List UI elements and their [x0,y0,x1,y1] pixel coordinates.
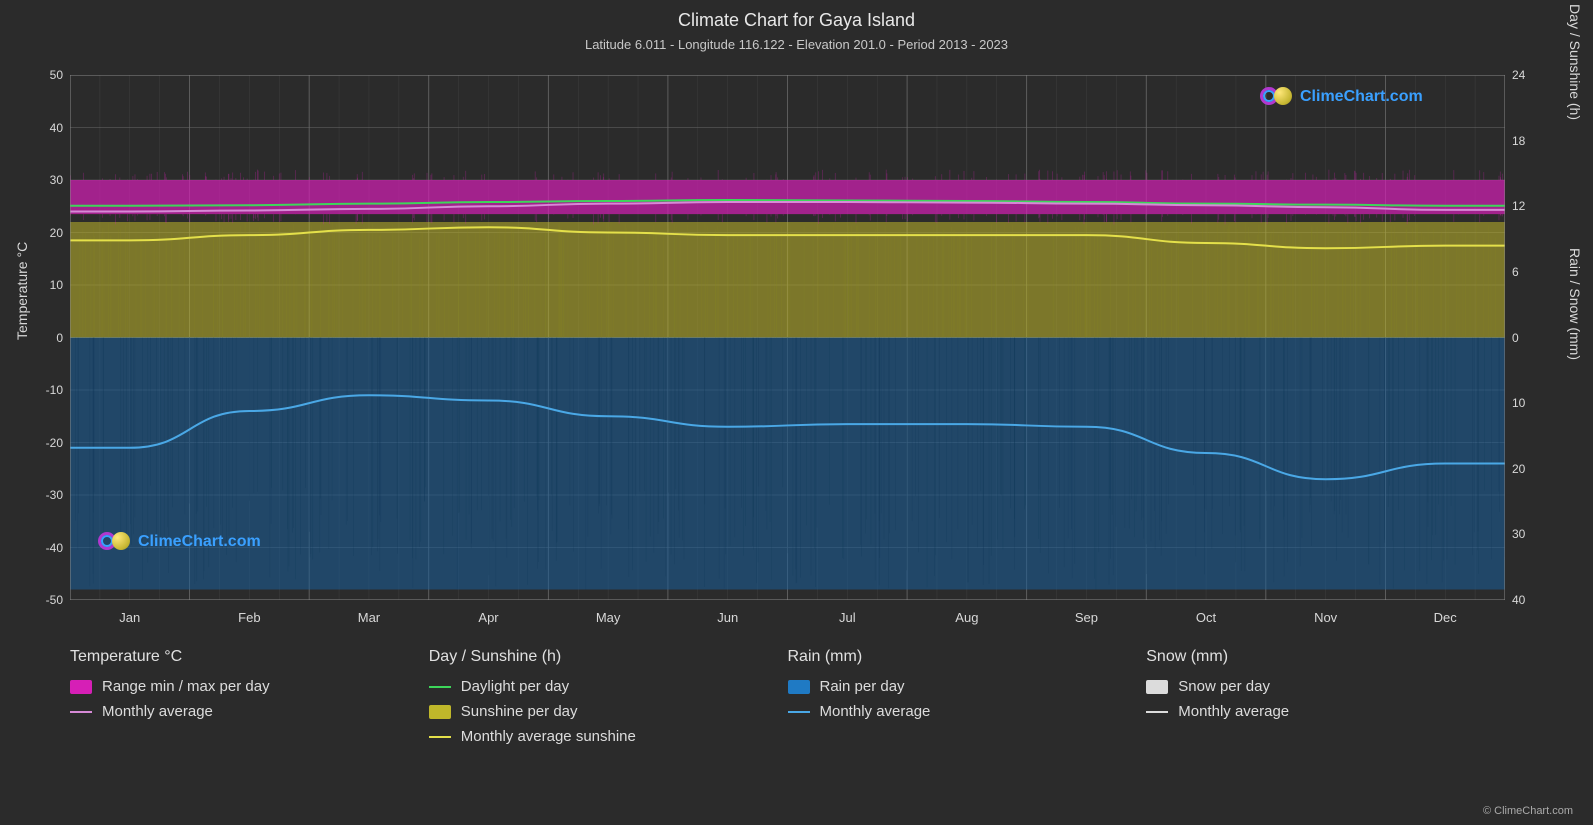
legend-group: Snow (mm) Snow per day Monthly average [1146,648,1505,753]
right-tick-top: 24 [1512,68,1562,82]
right-tick-top: 18 [1512,134,1562,148]
month-label: Jan [110,610,150,625]
legend-group: Rain (mm) Rain per day Monthly average [788,648,1147,753]
y-axis-right-bot-label: Rain / Snow (mm) [1567,248,1583,360]
left-tick: 50 [13,68,63,82]
right-tick-bot: 20 [1512,462,1562,476]
month-label: Sep [1066,610,1106,625]
legend-group: Temperature °C Range min / max per day Mon… [70,648,429,753]
month-label: Aug [947,610,987,625]
left-tick: 40 [13,121,63,135]
legend-line-icon [429,736,451,738]
logo-glyph-icon [1260,85,1294,109]
legend-label: Daylight per day [461,678,569,695]
left-tick: -40 [13,541,63,555]
legend-item: Monthly average [70,703,429,720]
legend-title: Day / Sunshine (h) [429,648,788,666]
right-tick-top: 6 [1512,265,1562,279]
month-label: Nov [1306,610,1346,625]
legend-line-icon [1146,711,1168,713]
left-tick: 0 [13,331,63,345]
legend-swatch-icon [788,680,810,694]
legend-item: Monthly average sunshine [429,728,788,745]
plot-area [70,75,1505,600]
legend-item: Daylight per day [429,678,788,695]
climate-chart-page: Climate Chart for Gaya Island Latitude 6… [0,0,1593,825]
legend-item: Sunshine per day [429,703,788,720]
month-label: Jul [827,610,867,625]
legend-title: Temperature °C [70,648,429,666]
brand-text: ClimeChart.com [138,533,261,551]
legend-line-icon [788,711,810,713]
legend-group: Day / Sunshine (h) Daylight per day Sunshi… [429,648,788,753]
chart-title: Climate Chart for Gaya Island [0,0,1593,31]
brand-logo-top: ClimeChart.com [1260,85,1423,109]
legend-label: Monthly average sunshine [461,728,636,745]
right-tick-top: 0 [1512,331,1562,345]
chart-svg [70,75,1505,600]
logo-glyph-icon [98,530,132,554]
right-tick-bot: 10 [1512,396,1562,410]
legend-label: Monthly average [1178,703,1289,720]
legend-item: Snow per day [1146,678,1505,695]
legend-label: Sunshine per day [461,703,578,720]
right-tick-bot: 40 [1512,593,1562,607]
month-label: Jun [708,610,748,625]
legend-item: Monthly average [1146,703,1505,720]
month-label: Feb [229,610,269,625]
month-label: Dec [1425,610,1465,625]
chart-subtitle: Latitude 6.011 - Longitude 116.122 - Ele… [0,31,1593,52]
brand-logo-bottom: ClimeChart.com [98,530,261,554]
month-label: Apr [469,610,509,625]
month-label: Oct [1186,610,1226,625]
left-tick: -30 [13,488,63,502]
month-label: May [588,610,628,625]
legend-label: Rain per day [820,678,905,695]
legend-title: Rain (mm) [788,648,1147,666]
legend-swatch-icon [70,680,92,694]
legend-line-icon [429,686,451,688]
legend-item: Range min / max per day [70,678,429,695]
copyright-text: © ClimeChart.com [1483,805,1573,817]
legend-label: Snow per day [1178,678,1270,695]
left-tick: -10 [13,383,63,397]
left-tick: -50 [13,593,63,607]
left-tick: 10 [13,278,63,292]
legend-item: Rain per day [788,678,1147,695]
brand-text: ClimeChart.com [1300,88,1423,106]
left-tick: 30 [13,173,63,187]
left-tick: 20 [13,226,63,240]
legend-label: Monthly average [102,703,213,720]
legend-label: Monthly average [820,703,931,720]
legend-item: Monthly average [788,703,1147,720]
y-axis-right-top-label: Day / Sunshine (h) [1567,4,1583,120]
left-tick: -20 [13,436,63,450]
right-tick-top: 12 [1512,199,1562,213]
legend-swatch-icon [429,705,451,719]
legend: Temperature °C Range min / max per day Mon… [70,648,1505,753]
right-tick-bot: 30 [1512,527,1562,541]
legend-line-icon [70,711,92,713]
legend-title: Snow (mm) [1146,648,1505,666]
legend-label: Range min / max per day [102,678,270,695]
month-label: Mar [349,610,389,625]
legend-swatch-icon [1146,680,1168,694]
